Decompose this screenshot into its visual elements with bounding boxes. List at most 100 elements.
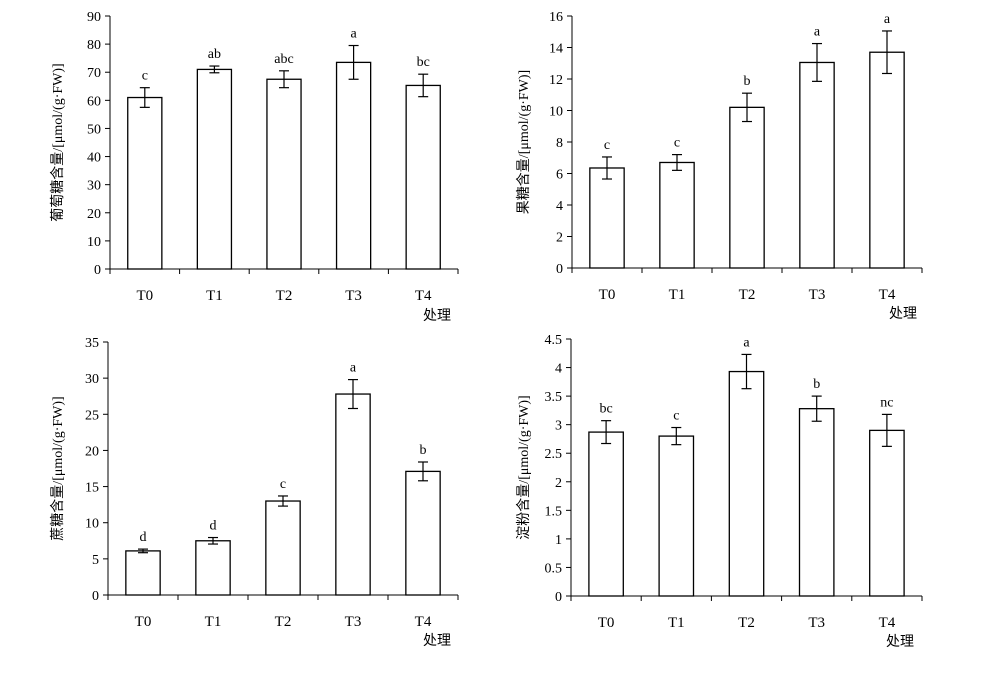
significance-label: c (673, 409, 679, 424)
category-label: T3 (808, 615, 825, 631)
category-label: T4 (879, 287, 896, 303)
x-axis-title: 处理 (423, 308, 451, 324)
x-axis-title: 处理 (889, 306, 917, 322)
bar-t4 (405, 470, 441, 596)
category-label: T3 (809, 287, 826, 303)
y-tick-label: 4 (556, 199, 563, 214)
y-tick-label: 2.5 (545, 447, 563, 462)
y-tick-label: 1.5 (545, 504, 563, 519)
category-label: T3 (345, 288, 362, 304)
y-tick-label: 2 (555, 476, 562, 491)
y-tick-label: 0.5 (545, 561, 563, 576)
category-label: T4 (879, 615, 896, 631)
y-tick-label: 4 (555, 362, 562, 377)
y-tick-label: 0 (92, 589, 99, 604)
significance-label: a (814, 25, 821, 40)
significance-label: c (280, 477, 286, 492)
bar-t0 (589, 167, 625, 269)
category-label: T2 (738, 615, 755, 631)
category-label: T0 (136, 288, 153, 304)
y-tick-label: 15 (85, 481, 99, 496)
significance-label: bc (417, 55, 430, 70)
significance-label: a (884, 12, 891, 27)
y-axis-title: 淀粉含量/[μmol/(g·FW)] (516, 395, 532, 539)
category-label: T1 (668, 615, 685, 631)
significance-label: ab (208, 47, 221, 62)
category-label: T2 (276, 288, 293, 304)
significance-label: c (604, 138, 610, 153)
category-label: T1 (206, 288, 223, 304)
category-label: T4 (415, 614, 432, 630)
significance-label: c (142, 69, 148, 84)
bar-t2 (728, 370, 765, 597)
y-tick-label: 60 (87, 94, 101, 109)
significance-label: b (744, 74, 751, 89)
bar-t1 (659, 161, 695, 269)
significance-label: d (210, 519, 217, 534)
significance-label: nc (880, 395, 893, 410)
significance-label: a (350, 361, 357, 376)
chart-panel-4: 0 0.5 1 1.5 2 2.5 3 3.5 4 4.5 bc T0 c T1 a T2 b T3 nc T4 处理 淀… (516, 333, 923, 650)
significance-label: b (813, 377, 820, 392)
y-axis-title: 葡萄糖含量/[μmol/(g·FW)] (50, 63, 66, 221)
y-tick-label: 70 (87, 66, 101, 81)
y-tick-label: 10 (87, 235, 101, 250)
y-tick-label: 40 (87, 151, 101, 166)
y-tick-label: 4.5 (545, 333, 563, 348)
significance-label: abc (274, 52, 293, 67)
y-tick-label: 30 (85, 372, 99, 387)
category-label: T3 (345, 614, 362, 630)
category-label: T0 (598, 615, 615, 631)
significance-label: b (420, 443, 427, 458)
y-axis-title: 果糖含量/[μmol/(g·FW)] (516, 70, 532, 214)
bar-t0 (125, 550, 161, 596)
category-label: T1 (669, 287, 686, 303)
y-tick-label: 0 (94, 263, 101, 278)
y-axis-title: 蔗糖含量/[μmol/(g·FW)] (50, 396, 66, 540)
y-tick-label: 14 (549, 42, 563, 57)
bar-t3 (799, 61, 835, 269)
x-axis-title: 处理 (423, 633, 451, 649)
chart-panel-3: 0 5 10 15 20 25 30 35 d T0 d T1 c T2 a T3 b T4 处理 蔗糖含量/[μmo… (50, 336, 459, 649)
y-tick-label: 6 (556, 168, 563, 183)
significance-label: a (743, 335, 750, 350)
bar-t0 (588, 431, 624, 597)
bar-t2 (265, 500, 301, 596)
bar-t1 (196, 68, 233, 270)
chart-panel-1: 0 10 20 30 40 50 60 70 80 90 c T0 ab T1 abc T2 a T3 bc T4 处理… (50, 10, 459, 324)
y-tick-label: 25 (85, 408, 99, 423)
significance-label: bc (599, 402, 612, 417)
y-tick-label: 5 (92, 553, 99, 568)
category-label: T2 (739, 287, 756, 303)
y-tick-label: 12 (549, 73, 563, 88)
bar-t2 (729, 106, 765, 269)
bar-t4 (869, 51, 905, 269)
chart-panel-2: 0 2 4 6 8 10 12 14 16 c T0 c T1 b T2 a T3 a T4 处理 果糖含量/[μmol… (516, 10, 923, 322)
y-tick-label: 50 (87, 122, 101, 137)
y-tick-label: 0 (556, 262, 563, 277)
significance-label: a (350, 27, 357, 42)
bar-t1 (195, 540, 231, 596)
y-tick-label: 20 (85, 444, 99, 459)
y-tick-label: 1 (555, 533, 562, 548)
y-tick-label: 3.5 (545, 390, 563, 405)
bar-t4 (405, 84, 441, 270)
bar-t4 (869, 429, 905, 597)
y-tick-label: 20 (87, 207, 101, 222)
significance-label: c (674, 136, 680, 151)
y-tick-label: 10 (549, 105, 563, 120)
y-tick-label: 8 (556, 136, 563, 151)
category-label: T0 (599, 287, 616, 303)
category-label: T2 (275, 614, 292, 630)
y-tick-label: 2 (556, 231, 563, 246)
y-tick-label: 10 (85, 517, 99, 532)
category-label: T1 (205, 614, 222, 630)
bar-t2 (266, 78, 302, 270)
bar-t0 (127, 96, 163, 270)
bar-t3 (798, 408, 835, 597)
y-tick-label: 90 (87, 10, 101, 25)
category-label: T0 (135, 614, 152, 630)
y-tick-label: 30 (87, 179, 101, 194)
x-axis-title: 处理 (886, 634, 914, 650)
